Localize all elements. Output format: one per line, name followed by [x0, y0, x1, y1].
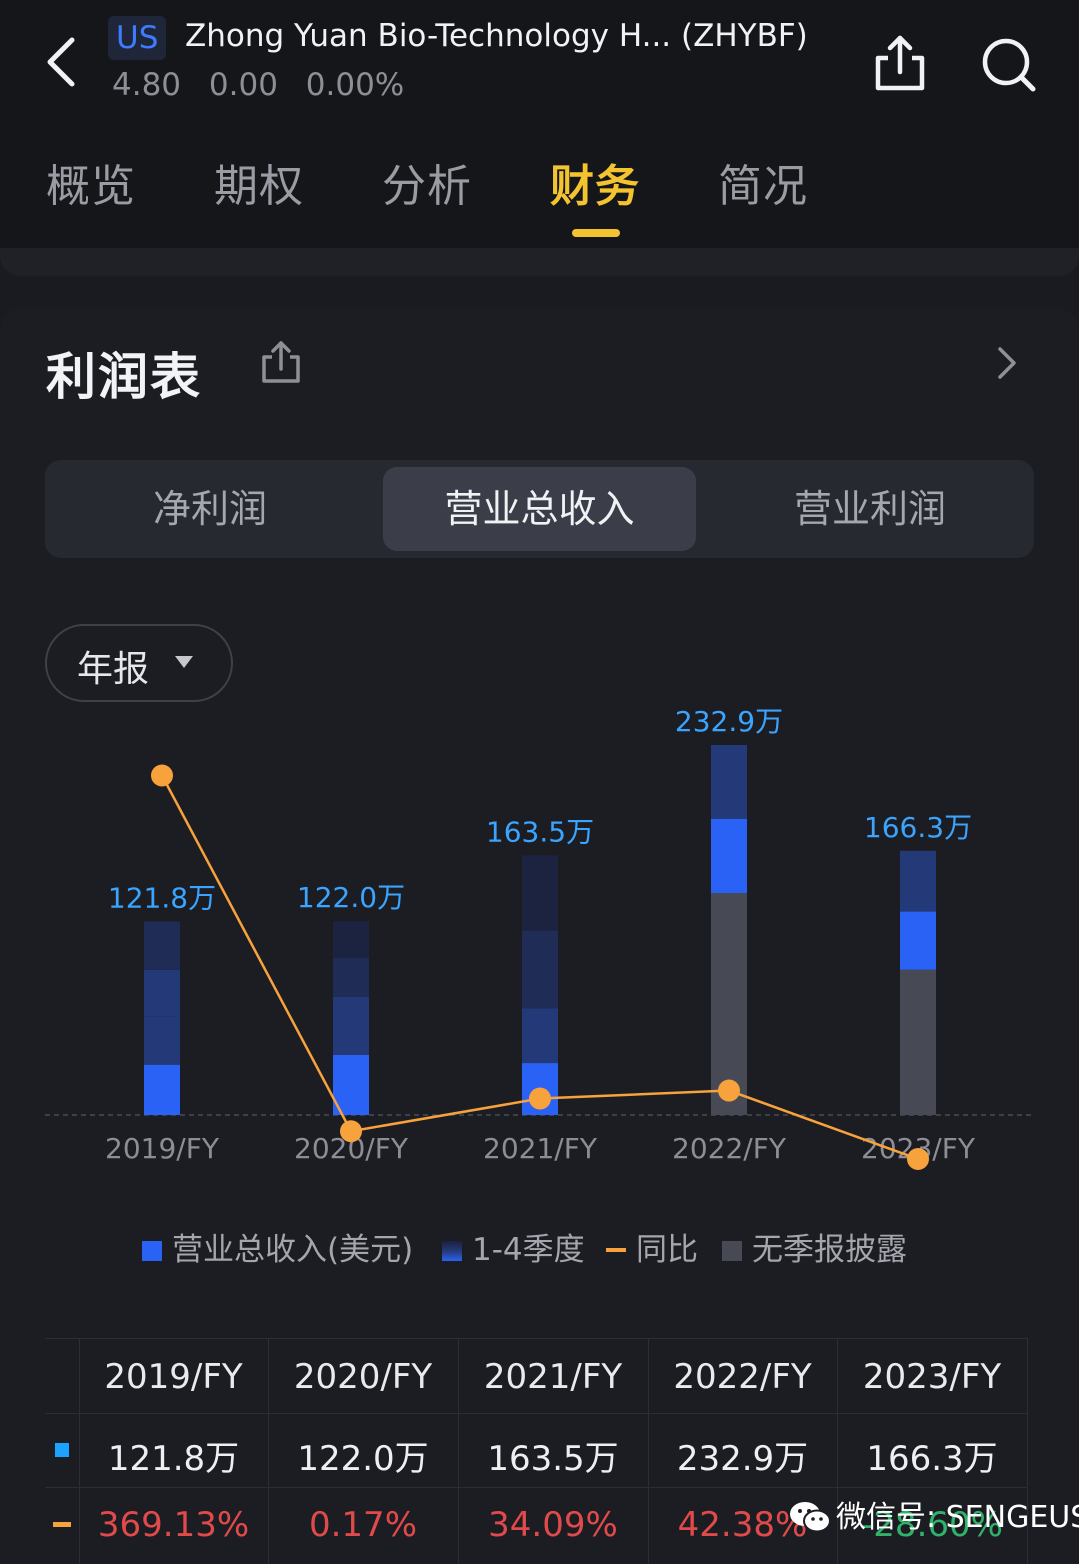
revenue-cell: 166.3万 [866, 1439, 998, 1479]
revenue-table: 2019/FY 2020/FY 2021/FY 2022/FY 2023/FY … [45, 1338, 1028, 1564]
caret-down-icon [175, 656, 193, 668]
price-change-pct: 0.00% [305, 67, 405, 103]
revenue-cell: 121.8万 [107, 1439, 240, 1479]
legend-label-yoy: 同比 [636, 1232, 698, 1268]
segment-operating-profit[interactable]: 营业利润 [793, 487, 946, 531]
table-divider [837, 1339, 838, 1564]
legend-swatch-revenue [142, 1241, 162, 1261]
yoy-row-marker [53, 1522, 71, 1527]
section-divider [0, 248, 1079, 276]
table-header-cell: 2020/FY [293, 1357, 433, 1397]
legend-swatch-yoy [606, 1248, 626, 1252]
yoy-cell: 0.17% [308, 1505, 417, 1545]
table-header-cell: 2023/FY [862, 1357, 1002, 1397]
tab-profile[interactable]: 简况 [718, 161, 808, 212]
yoy-cell: 369.13% [97, 1505, 250, 1545]
table-divider [79, 1339, 80, 1564]
stock-name: Zhong Yuan Bio-Technology H... (ZHYBF) [185, 18, 808, 54]
period-dropdown[interactable]: 年报 [45, 624, 233, 702]
top-bar: US Zhong Yuan Bio-Technology H... (ZHYBF… [0, 0, 1079, 128]
tab-options[interactable]: 期权 [214, 161, 304, 212]
table-divider [268, 1339, 269, 1564]
active-tab-indicator [572, 229, 620, 237]
table-divider [45, 1487, 1028, 1488]
share-icon[interactable] [870, 30, 930, 96]
watermark-text: 微信号: SENGEUS [836, 1500, 1079, 1535]
segment-total-revenue[interactable]: 营业总收入 [383, 467, 696, 551]
quote-row: 4.80 0.00 0.00% [112, 64, 422, 106]
tab-financials[interactable]: 财务 [550, 161, 640, 212]
legend-swatch-quarters [442, 1241, 462, 1261]
table-divider [45, 1413, 1028, 1414]
search-icon[interactable] [978, 30, 1038, 96]
yoy-cell: 34.09% [488, 1505, 618, 1545]
legend-swatch-undisclosed [722, 1241, 742, 1261]
revenue-cell: 163.5万 [487, 1439, 619, 1479]
legend-label-quarters: 1-4季度 [472, 1232, 585, 1268]
market-badge: US [108, 16, 167, 60]
table-header-cell: 2019/FY [104, 1357, 243, 1397]
revenue-cell: 232.9万 [676, 1439, 809, 1479]
wechat-icon [790, 1502, 831, 1533]
table-divider [648, 1339, 649, 1564]
yoy-cell: -28.60% [861, 1505, 1003, 1545]
period-label: 年报 [77, 649, 150, 690]
metric-segmented-control: 净利润 营业总收入 营业利润 [45, 460, 1034, 558]
revenue-cell: 122.0万 [297, 1439, 429, 1479]
tab-analysis[interactable]: 分析 [382, 161, 472, 212]
legend-label-undisclosed: 无季报披露 [752, 1232, 907, 1268]
revenue-row-marker [55, 1443, 69, 1457]
segment-net-profit[interactable]: 净利润 [152, 487, 267, 531]
table-header-cell: 2022/FY [673, 1357, 812, 1397]
price: 4.80 [112, 67, 182, 103]
table-divider [1027, 1339, 1028, 1564]
legend-label-revenue: 营业总收入(美元) [172, 1232, 414, 1268]
back-icon[interactable] [36, 30, 86, 94]
tab-overview[interactable]: 概览 [46, 161, 136, 212]
card-title: 利润表 [46, 348, 202, 406]
table-divider [458, 1339, 459, 1564]
yoy-cell: 42.38% [677, 1505, 808, 1545]
main-tabs: 概览 期权 分析 财务 简况 [0, 128, 1079, 248]
income-statement-card: 利润表 净利润 营业总收入 营业利润 年报 [0, 307, 1079, 1564]
chevron-right-icon[interactable] [990, 341, 1022, 385]
table-header-cell: 2021/FY [483, 1357, 623, 1397]
price-change: 0.00 [208, 67, 278, 103]
card-share-icon[interactable] [258, 337, 304, 387]
